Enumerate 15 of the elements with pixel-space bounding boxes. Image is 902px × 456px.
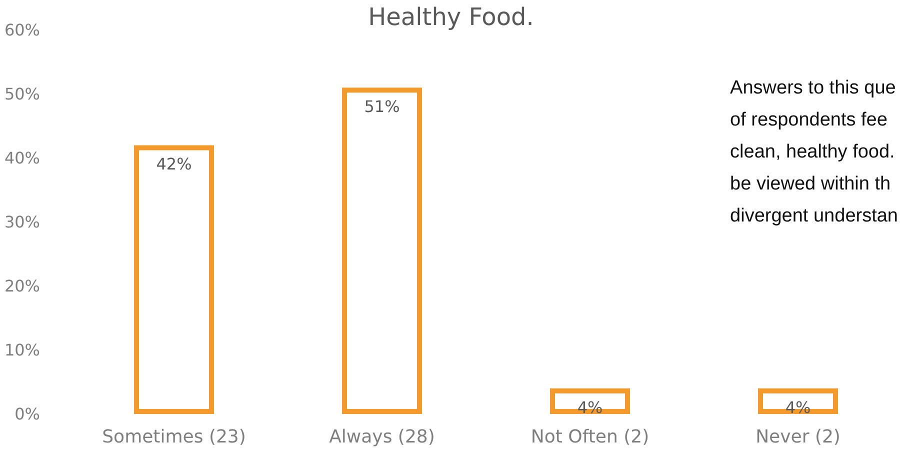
y-tick-label: 40%: [4, 148, 40, 168]
y-tick-label: 30%: [4, 212, 40, 232]
chart-title: Healthy Food.: [368, 3, 534, 31]
y-tick-label: 0%: [14, 404, 40, 424]
x-tick-label: Always (28): [329, 426, 435, 448]
y-tick-label: 20%: [4, 276, 40, 296]
x-tick-label: Not Often (2): [530, 426, 650, 448]
data-label: 42%: [156, 154, 192, 174]
y-tick-label: 60%: [4, 20, 40, 40]
annotation: Answers to this que of respondents fee clean, healthy food. be viewed within th divergent understan: [730, 78, 898, 226]
y-tick-label: 10%: [4, 340, 40, 360]
data-label: 51%: [364, 97, 400, 116]
y-tick-label: 50%: [4, 84, 40, 104]
x-tick-label: Sometimes (23): [102, 426, 246, 448]
x-tick-label: Never (2): [756, 426, 840, 448]
